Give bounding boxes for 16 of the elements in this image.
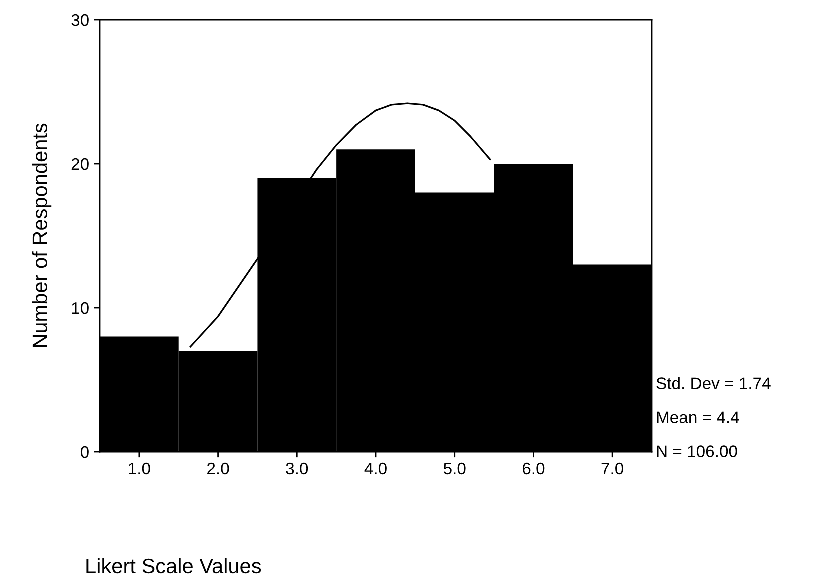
x-axis-title: Likert Scale Values xyxy=(86,558,262,574)
x-tick-label: 2.0 xyxy=(208,462,230,475)
text: N = 106.00 xyxy=(657,446,738,458)
y-axis-title: Number of Respondents xyxy=(32,124,52,348)
y-tick-label: 10 xyxy=(72,302,89,314)
x-tick-label: 4.0 xyxy=(364,462,387,475)
y-tick-label: 30 xyxy=(72,14,89,26)
y-tick-label: 0 xyxy=(80,446,89,458)
x-tick-label: 3.0 xyxy=(286,462,308,475)
y-tick-label: 20 xyxy=(72,158,89,170)
text: Mean = 4.4 xyxy=(657,412,740,424)
x-tick-label: 6.0 xyxy=(522,462,545,475)
text: Std. Dev = 1.74 xyxy=(656,377,771,390)
x-tick-label: 1.0 xyxy=(129,462,150,475)
x-tick-label: 7.0 xyxy=(602,462,624,475)
x-tick-label: 5.0 xyxy=(444,462,466,475)
